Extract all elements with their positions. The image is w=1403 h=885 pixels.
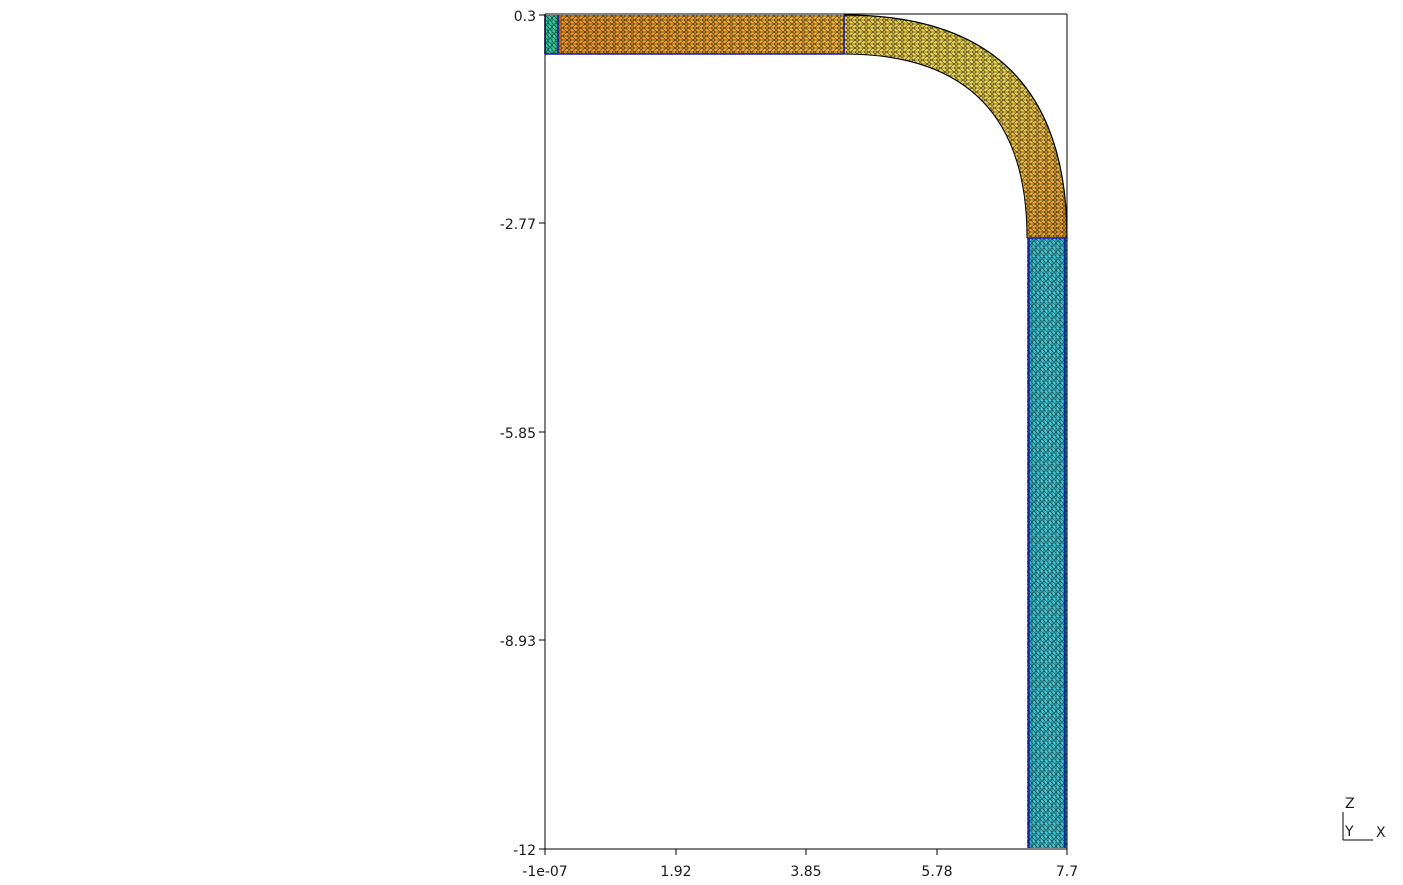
x-tick-label: 5.78 bbox=[921, 864, 952, 880]
x-tick-label: 7.7 bbox=[1056, 864, 1078, 880]
horizontal-pipe-section[interactable] bbox=[558, 15, 844, 54]
triad-x-label: X bbox=[1376, 825, 1386, 841]
x-tick-label: 1.92 bbox=[660, 864, 691, 880]
orientation-triad[interactable]: Z Y X bbox=[1342, 796, 1386, 841]
x-tick-label: -1e-07 bbox=[522, 864, 567, 880]
z-axis: 0.3 -2.77 -5.85 -8.93 -12 bbox=[500, 9, 545, 859]
z-tick-label: -5.85 bbox=[500, 426, 536, 442]
x-tick-label: 3.85 bbox=[790, 864, 821, 880]
pipe-geometry[interactable] bbox=[544, 14, 1068, 848]
z-tick-label: -8.93 bbox=[500, 634, 536, 650]
axes-frame bbox=[544, 13, 1068, 850]
bend-pipe-section[interactable] bbox=[843, 14, 1068, 239]
boundary-edges bbox=[544, 15, 1067, 848]
triad-z-label: Z bbox=[1345, 796, 1355, 812]
z-tick-label: -12 bbox=[513, 843, 536, 859]
triad-y-label: Y bbox=[1344, 824, 1354, 840]
inlet-section[interactable] bbox=[545, 15, 558, 54]
x-axis: -1e-07 1.92 3.85 5.78 7.7 bbox=[522, 849, 1078, 880]
vertical-pipe-section[interactable] bbox=[1027, 238, 1067, 848]
z-tick-label: 0.3 bbox=[514, 9, 536, 25]
z-tick-label: -2.77 bbox=[500, 217, 536, 233]
